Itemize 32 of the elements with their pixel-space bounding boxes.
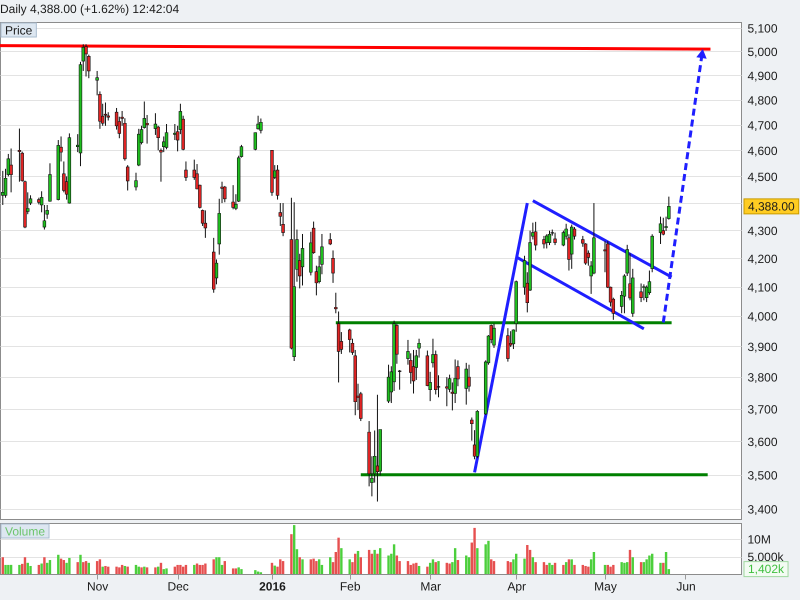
y-tick-label: 3,900 (748, 340, 778, 354)
x-tick-label: May (594, 580, 617, 594)
y-tick-label: 5,000k (748, 550, 785, 564)
y-tick-label: 4,900 (748, 68, 778, 83)
x-tick-label: 2016 (259, 580, 286, 594)
y-tick-label: 4,500 (748, 170, 778, 184)
x-tick-label: Feb (340, 580, 361, 594)
x-tick-label: Jun (676, 580, 696, 594)
y-tick-label: 3,500 (748, 468, 778, 482)
text: 1,402k (748, 562, 786, 576)
y-tick-label: 4,800 (748, 93, 778, 108)
chart-title: Daily 4,388.00 (+1.62%) 12:42:04 (0, 2, 180, 16)
y-tick-label: 4,300 (748, 224, 778, 238)
text: 4,388.00 (748, 199, 796, 214)
y-tick-label: 3,600 (748, 434, 778, 449)
y-tick-label: 5,000 (748, 44, 778, 59)
x-tick-label: Apr (507, 580, 526, 594)
y-tick-label: 10M (748, 532, 771, 547)
x-tick-label: Nov (86, 580, 108, 594)
y-tick-label: 4,100 (748, 280, 778, 294)
y-tick-label: 4,600 (748, 144, 778, 158)
y-tick-label: 4,700 (748, 118, 778, 132)
x-tick-label: Mar (420, 580, 442, 594)
y-tick-label: 4,000 (748, 310, 778, 324)
y-tick-label: 4,200 (748, 252, 778, 266)
y-tick-label: 3,800 (748, 370, 778, 385)
y-axis-title: Price (5, 24, 33, 38)
y-axis-title: Volume (5, 524, 46, 538)
y-tick-label: 5,100 (748, 21, 778, 36)
x-tick-label: Dec (167, 580, 189, 594)
y-tick-label: 3,400 (748, 502, 778, 517)
y-tick-label: 3,700 (748, 402, 778, 416)
